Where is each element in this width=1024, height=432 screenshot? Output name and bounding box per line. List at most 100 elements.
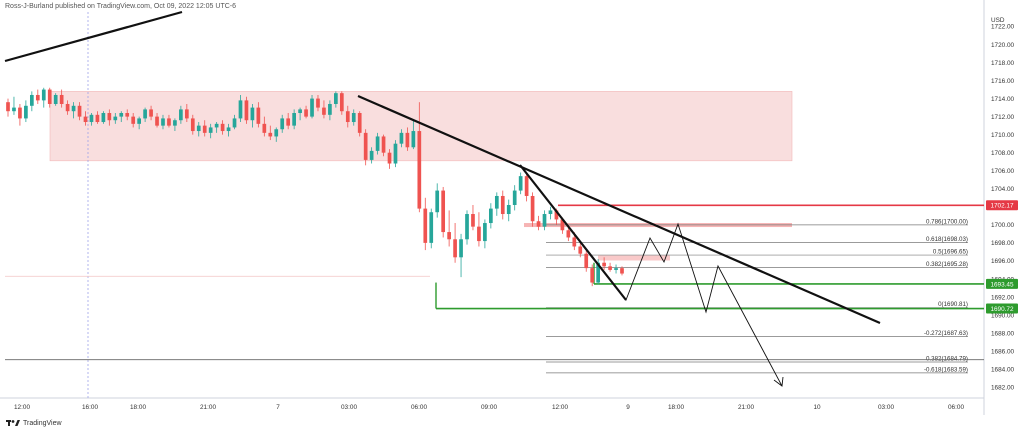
candle-body[interactable] [149,109,153,117]
candle-body[interactable] [250,107,255,121]
candle-body[interactable] [155,116,159,126]
candle-body[interactable] [214,123,219,128]
candle-body[interactable] [417,131,422,209]
candle-body[interactable] [518,176,523,191]
candle-body[interactable] [435,190,440,213]
candle-body[interactable] [83,116,88,123]
candle-body[interactable] [465,214,469,240]
candle-body[interactable] [429,212,434,243]
candle-body[interactable] [554,210,559,220]
candle-body[interactable] [113,116,118,121]
candle-body[interactable] [119,113,124,117]
candle-body[interactable] [298,109,302,114]
candle-body[interactable] [423,208,428,243]
candle-body[interactable] [548,210,553,215]
candle-body[interactable] [590,268,595,283]
candle-body[interactable] [167,118,171,126]
candle-body[interactable] [560,219,565,231]
candle-body[interactable] [238,100,243,119]
candle-body[interactable] [489,208,493,224]
candle-body[interactable] [179,109,183,121]
candle-body[interactable] [542,214,547,227]
candle-body[interactable] [274,129,279,137]
candle-body[interactable] [339,93,344,112]
candle-body[interactable] [411,131,416,148]
projected-path[interactable] [595,222,783,387]
candle-body[interactable] [6,102,10,112]
uptrend-line[interactable] [4,10,183,63]
candle-body[interactable] [477,226,481,242]
candle-body[interactable] [369,150,374,160]
candle-body[interactable] [143,109,147,119]
candle-body[interactable] [173,120,177,126]
candle-body[interactable] [572,237,577,247]
candle-body[interactable] [262,123,267,133]
candle-body[interactable] [620,268,624,274]
candle-body[interactable] [137,118,141,124]
candle-body[interactable] [387,152,392,164]
candle-body[interactable] [190,118,195,132]
candle-body[interactable] [24,105,28,119]
candle-body[interactable] [345,111,350,123]
candle-body[interactable] [292,113,296,126]
candle-body[interactable] [244,100,249,121]
candle-body[interactable] [202,125,207,133]
candle-body[interactable] [107,113,112,121]
candle-body[interactable] [125,113,130,117]
candle-body[interactable] [12,107,16,112]
candle-body[interactable] [441,190,446,233]
candle-body[interactable] [500,195,505,215]
candle-body[interactable] [226,127,231,132]
candle-body[interactable] [524,176,529,196]
candle-body[interactable] [268,132,273,137]
candle-body[interactable] [530,195,535,222]
candle-body[interactable] [35,94,40,101]
candle-body[interactable] [71,105,76,112]
downtrend-line[interactable] [357,94,881,325]
candle-body[interactable] [286,118,291,126]
candle-body[interactable] [184,109,189,119]
candle-body[interactable] [29,94,34,106]
candle-body[interactable] [453,239,457,258]
candle-body[interactable] [536,221,541,227]
candle-body[interactable] [47,89,52,104]
candle-body[interactable] [280,118,285,130]
candle-body[interactable] [351,113,356,123]
candle-body[interactable] [334,93,338,104]
candle-body[interactable] [471,214,475,227]
candle-body[interactable] [316,98,320,108]
candle-body[interactable] [459,239,463,258]
candle-body[interactable] [363,132,368,160]
candle-body[interactable] [506,205,511,215]
candle-body[interactable] [483,223,487,242]
candle-body[interactable] [322,107,326,115]
candle-body[interactable] [596,262,601,283]
candle-body[interactable] [41,89,46,101]
candle-body[interactable] [101,113,106,123]
candle-body[interactable] [95,114,100,123]
candle-body[interactable] [602,262,606,267]
candle-body[interactable] [608,266,612,270]
candle-body[interactable] [566,230,571,238]
candle-body[interactable] [18,107,22,119]
candle-body[interactable] [357,113,362,133]
candle-body[interactable] [304,109,308,117]
candle-body[interactable] [399,132,404,144]
candle-body[interactable] [208,127,213,133]
candle-body[interactable] [89,114,94,123]
candle-body[interactable] [65,103,70,112]
candle-body[interactable] [232,118,237,128]
candle-body[interactable] [220,123,225,132]
candle-body[interactable] [77,105,82,117]
candle-body[interactable] [512,190,517,205]
candle-body[interactable] [584,253,589,269]
candle-body[interactable] [494,195,499,209]
candle-body[interactable] [256,107,261,124]
candle-body[interactable] [614,268,618,270]
candle-body[interactable] [375,136,380,151]
candle-body[interactable] [131,116,136,124]
candle-body[interactable] [161,118,165,126]
candle-body[interactable] [578,246,583,254]
candle-body[interactable] [53,94,58,104]
